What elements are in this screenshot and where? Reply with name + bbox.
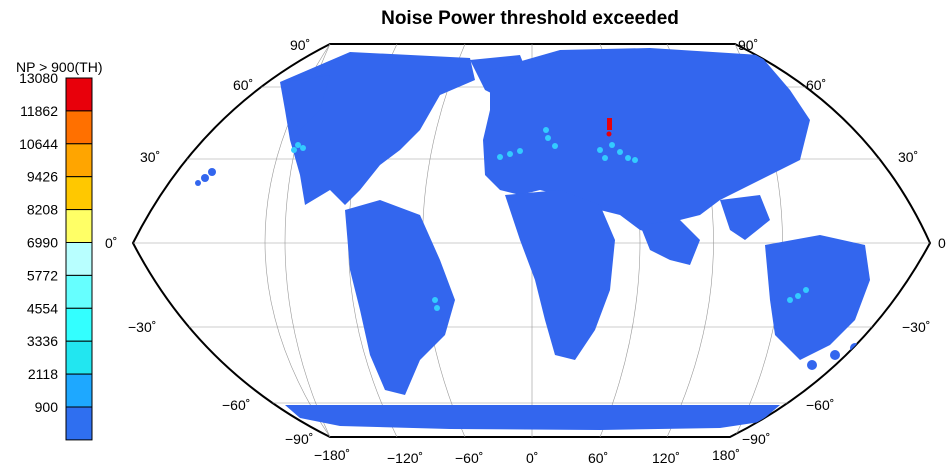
lon-label: 180˚ [712, 447, 740, 463]
legend-swatch [65, 373, 93, 408]
lat-label-right: −60˚ [806, 397, 834, 413]
legend-swatch [65, 176, 93, 211]
lon-label: 120˚ [652, 450, 680, 466]
lon-label: −120˚ [387, 450, 423, 466]
legend-level-label: 4554 [27, 300, 58, 316]
lat-label-left: −60˚ [222, 397, 250, 413]
land-swaths [192, 48, 870, 430]
lat-label-right: 30˚ [898, 149, 918, 165]
eurasia [483, 48, 810, 235]
legend-swatch [65, 110, 93, 145]
antarctica [285, 405, 780, 430]
legend-level-label: 2118 [28, 366, 58, 382]
legend-level-label: 3336 [27, 333, 58, 349]
color-legend: NP > 900(TH) 13080 11862 10644 9426 8208 6990… [16, 59, 103, 441]
legend-level-label: 11862 [20, 103, 58, 119]
legend-swatch [65, 274, 93, 309]
lon-labels: −180˚ −120˚ −60˚ 0˚ 60˚ 120˚ 180˚ [314, 447, 740, 466]
legend-level-label: 900 [35, 399, 59, 415]
lon-label: −60˚ [455, 450, 483, 466]
legend-swatch [65, 143, 93, 178]
legend-title: NP > 900(TH) [16, 59, 103, 75]
lat-label-right: 90˚ [738, 37, 758, 53]
africa [505, 190, 615, 360]
legend-swatch [65, 340, 93, 375]
south-america [345, 200, 455, 395]
legend-level-label: 6990 [27, 235, 58, 251]
lat-label-left: 60˚ [233, 77, 253, 93]
max-points [606, 118, 612, 137]
lat-label-left: 90˚ [290, 37, 310, 53]
lat-label-left: 30˚ [140, 149, 160, 165]
legend-level-label: 10644 [19, 136, 58, 152]
legend-swatch [65, 77, 93, 112]
lon-label: 60˚ [588, 450, 608, 466]
lat-label-right: −90˚ [742, 431, 770, 447]
legend-level-label: 8208 [27, 202, 58, 218]
alaska [285, 75, 330, 130]
lat-labels-left: 90˚ 60˚ 30˚ 0˚ −30˚ −60˚ −90˚ [105, 37, 313, 447]
lat-label-left: 0˚ [105, 235, 117, 251]
lon-label: 0˚ [526, 450, 538, 466]
legend-swatch [65, 209, 93, 244]
southeast-asia [720, 195, 770, 240]
legend-swatch [65, 406, 93, 441]
legend-swatch [65, 242, 93, 276]
elevated-points [291, 127, 809, 311]
lat-label-left: −30˚ [128, 319, 156, 335]
legend-labels: 13080 11862 10644 9426 8208 6990 5772 4554 3336 2… [19, 70, 58, 415]
lat-label-right: −30˚ [902, 319, 930, 335]
legend-level-label: 13080 [19, 70, 58, 86]
lat-label-right: 60˚ [806, 77, 826, 93]
lat-label-right: 0 [938, 235, 946, 251]
legend-swatches [65, 77, 93, 441]
south-asia [640, 220, 700, 265]
legend-swatch [65, 307, 93, 342]
australia [765, 235, 870, 360]
lon-label: −180˚ [314, 447, 350, 463]
legend-level-label: 5772 [27, 267, 58, 283]
legend-level-label: 9426 [27, 169, 58, 185]
north-america [280, 52, 475, 205]
lat-label-left: −90˚ [285, 431, 313, 447]
lat-labels-right: 90˚ 60˚ 30˚ 0 −30˚ −60˚ −90˚ [738, 37, 946, 447]
map-title: Noise Power threshold exceeded [381, 8, 679, 29]
